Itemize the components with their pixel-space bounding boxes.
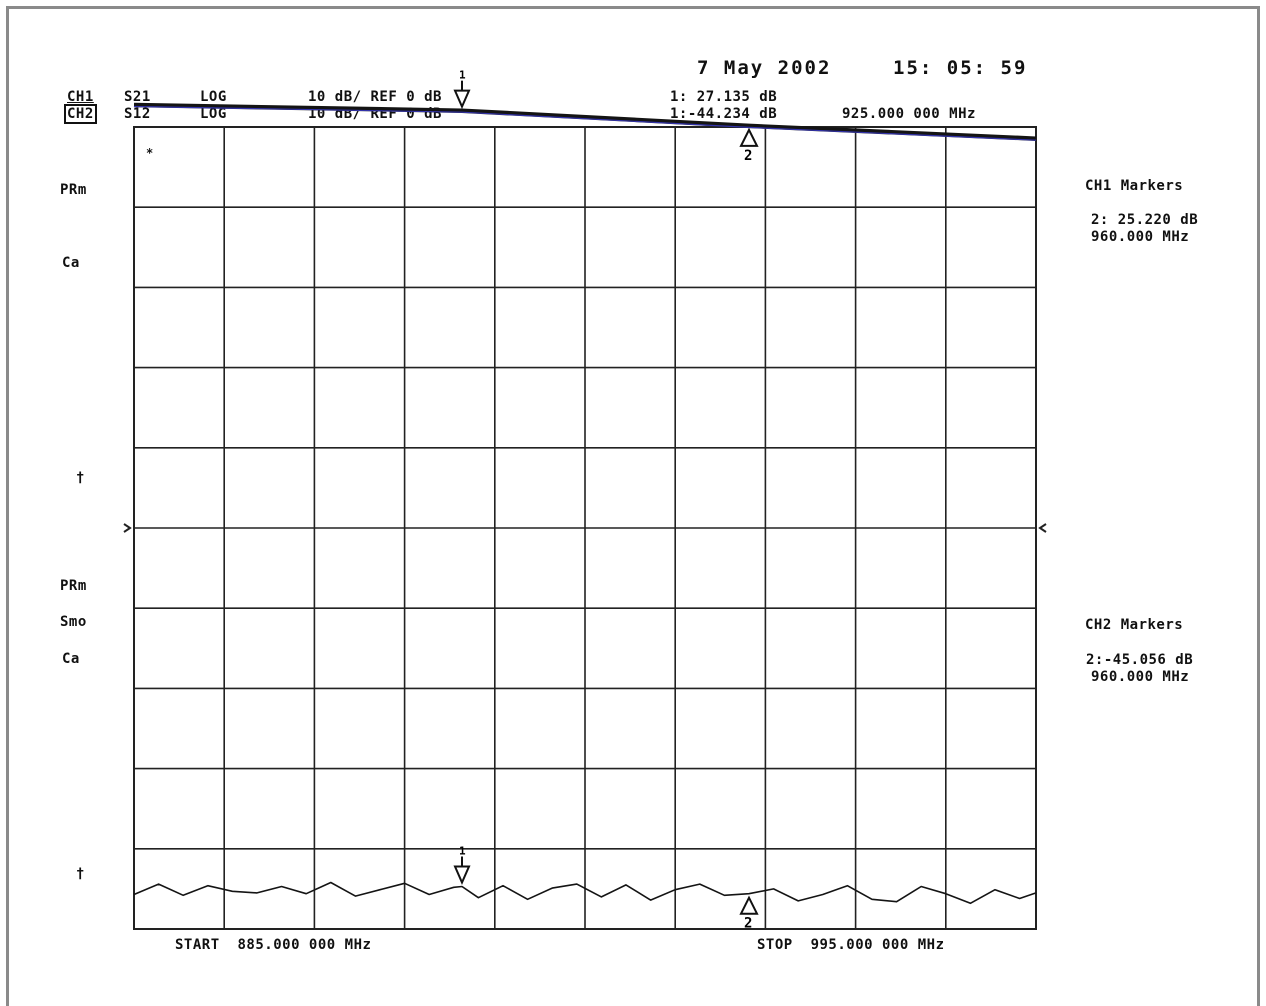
ch2-label-active: CH2 xyxy=(64,104,97,124)
marker-group: 1 2 1 2 xyxy=(453,69,759,932)
top-left-marker-flag: * xyxy=(146,146,154,160)
marker-ch2-2-label: 2 xyxy=(744,916,752,932)
ch1-annotation-prm: PRm xyxy=(60,182,87,198)
marker-ch2-2-arrow xyxy=(739,895,759,915)
ref-tick-left xyxy=(123,523,132,533)
marker-ch1-1-arrow xyxy=(453,89,471,110)
ch2-param: S12 xyxy=(124,106,151,122)
ch1-label: CH1 xyxy=(67,89,94,105)
ch1-markers-title: CH1 Markers xyxy=(1085,178,1184,194)
ch1-reference-mark: † xyxy=(76,470,85,486)
ch2-annotation-smo: Smo xyxy=(60,614,87,630)
ch2-marker2-frequency: 960.000 MHz xyxy=(1091,669,1190,685)
ch2-marker2-value: 2:-45.056 dB xyxy=(1086,652,1194,668)
ch2-reference-mark: † xyxy=(76,866,85,882)
ch1-marker2-value: 2: 25.220 dB xyxy=(1091,212,1199,228)
marker-ch2-1-label: 1 xyxy=(459,844,466,857)
ch1-trace-group xyxy=(133,102,1037,141)
marker-ch1-1-label: 1 xyxy=(459,69,466,82)
ch2-markers-title: CH2 Markers xyxy=(1085,617,1184,633)
time-label: 15: 05: 59 xyxy=(893,57,1028,79)
marker1-ch1-readout: 1: 27.135 dB xyxy=(670,89,778,105)
plot-grid xyxy=(133,126,1037,930)
marker1-ch2-readout: 1:-44.234 dB xyxy=(670,106,778,122)
outer-frame xyxy=(6,6,1260,1006)
ch1-scale: 10 dB/ REF 0 dB xyxy=(308,89,442,105)
ch1-trace xyxy=(133,102,1037,141)
stop-frequency: STOP 995.000 000 MHz xyxy=(757,937,945,953)
marker-ch1-2-label: 2 xyxy=(744,148,752,164)
start-frequency: START 885.000 000 MHz xyxy=(175,937,372,953)
marker-ch2-1-arrow xyxy=(453,865,471,885)
ch1-format: LOG xyxy=(200,89,227,105)
reference-ticks xyxy=(123,523,1047,533)
ch1-marker2-frequency: 960.000 MHz xyxy=(1091,229,1190,245)
ch2-trace-group xyxy=(133,881,1037,905)
ch1-annotation-ca: Ca xyxy=(62,255,80,271)
marker-ch1-2-arrow xyxy=(739,127,759,147)
ch2-annotation-prm: PRm xyxy=(60,578,87,594)
date-label: 7 May 2002 xyxy=(697,57,832,79)
ch1-trace-tint xyxy=(133,105,1037,141)
marker1-frequency: 925.000 000 MHz xyxy=(842,106,976,122)
ch1-param: S21 xyxy=(124,89,151,105)
ch2-format: LOG xyxy=(200,106,227,122)
ch2-trace xyxy=(133,881,1037,905)
ch2-annotation-ca: Ca xyxy=(62,651,80,667)
ref-tick-right xyxy=(1038,523,1047,533)
